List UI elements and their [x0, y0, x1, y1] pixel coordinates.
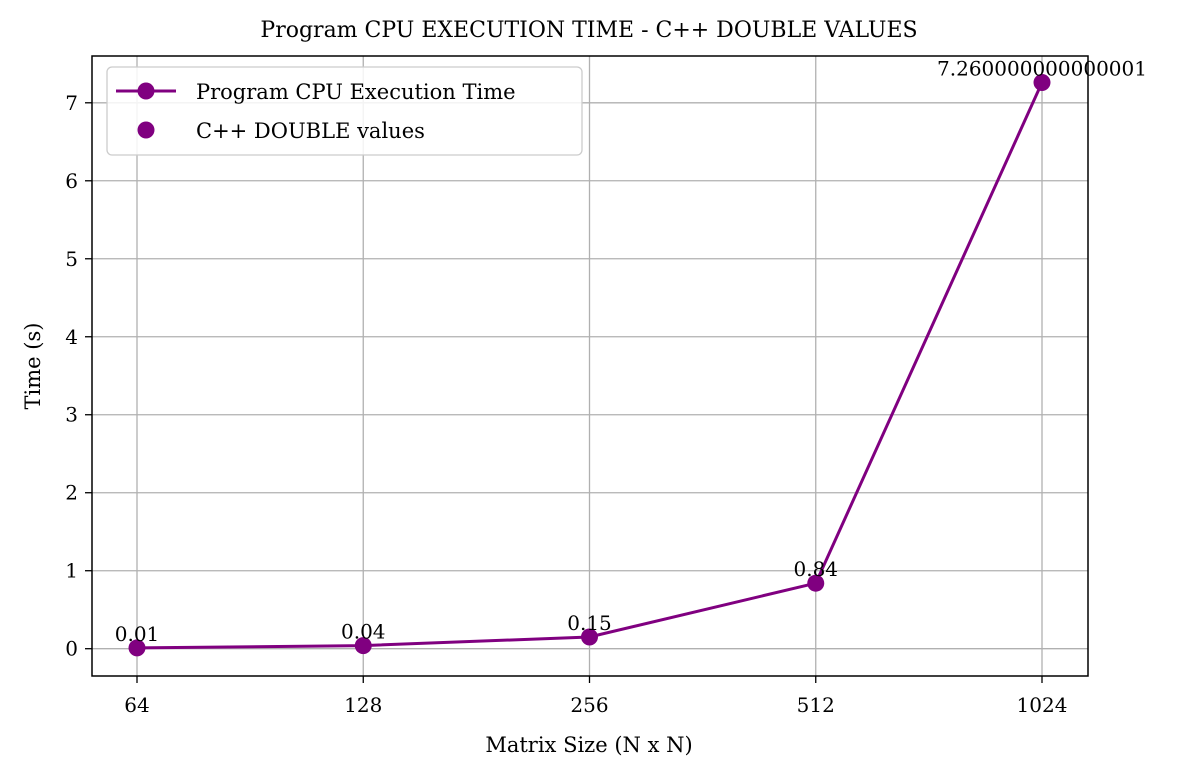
y-tick-label: 0 — [65, 637, 78, 661]
data-label: 0.15 — [567, 611, 612, 635]
y-tick-label: 3 — [65, 403, 78, 427]
y-tick-label: 5 — [65, 247, 78, 271]
x-tick-label: 256 — [570, 693, 608, 717]
data-label: 0.84 — [793, 557, 838, 581]
data-point — [354, 637, 372, 655]
y-grid-lines — [92, 102, 1088, 650]
y-axis-label: Time (s) — [21, 323, 45, 410]
data-point — [581, 628, 598, 646]
x-grid-lines — [136, 56, 1043, 676]
data-point — [128, 639, 146, 657]
legend-box — [106, 66, 583, 156]
x-axis-label: Matrix Size (N x N) — [485, 733, 692, 757]
data-label: 0.01 — [115, 622, 160, 646]
data-labels-layer: 0.01 0.04 0.15 0.84 7.260000000000001 — [115, 57, 1147, 646]
y-tick-label: 7 — [65, 91, 78, 115]
y-tick-label: 2 — [65, 481, 78, 505]
legend-scatter-marker — [137, 121, 155, 139]
legend-entry-line: Program CPU Execution Time — [196, 80, 516, 104]
x-tick-label: 128 — [344, 693, 382, 717]
x-tick-label: 512 — [797, 693, 835, 717]
x-tick-label: 1024 — [1017, 693, 1068, 717]
data-point — [807, 574, 825, 592]
data-label: 0.04 — [341, 620, 386, 644]
legend-line-marker — [137, 82, 155, 100]
y-tick-label: 1 — [65, 559, 78, 583]
data-point — [1033, 74, 1051, 92]
legend: Program CPU Execution Time C++ DOUBLE va… — [106, 66, 583, 156]
series-layer — [128, 74, 1051, 657]
x-tick-label: 64 — [124, 693, 149, 717]
x-axis-ticks: 64 128 256 512 1024 — [124, 676, 1067, 717]
data-label: 7.260000000000001 — [937, 57, 1147, 81]
legend-entry-scatter: C++ DOUBLE values — [196, 119, 425, 143]
y-tick-label: 4 — [65, 325, 78, 349]
y-axis-ticks: 0 1 2 3 4 5 6 7 — [65, 91, 92, 661]
y-tick-label: 6 — [65, 169, 78, 193]
chart-title: Program CPU EXECUTION TIME - C++ DOUBLE … — [260, 18, 917, 43]
